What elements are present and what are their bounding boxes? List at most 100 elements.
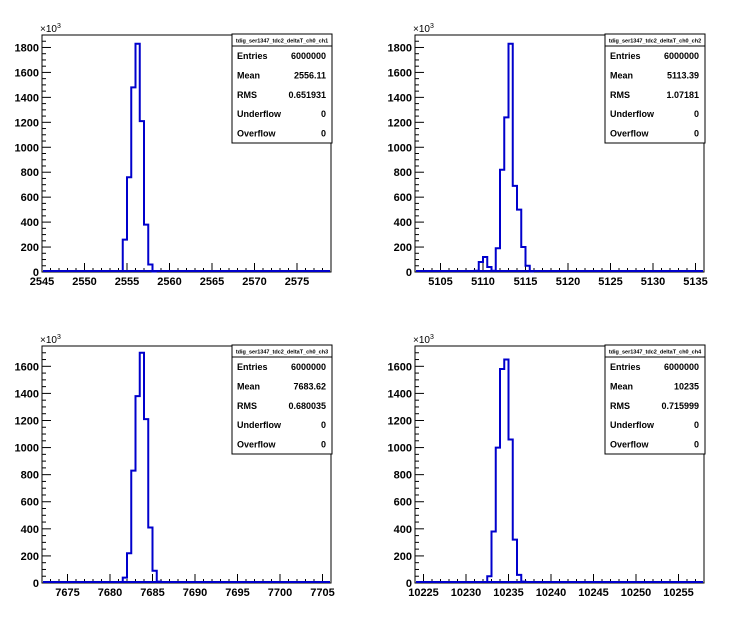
- histogram-panel-3: 7675 7680 7685 7690 7695 7700 7705 0 200 400 600 80…: [15, 334, 335, 599]
- x-tick-label: 10230: [451, 587, 482, 599]
- x-tick-label: 2565: [200, 276, 224, 288]
- y-exponent-power: 3: [57, 334, 61, 341]
- stat-label-entries: Entries: [610, 51, 641, 61]
- x-tick-label: 7705: [310, 587, 334, 599]
- y-tick-label: 1000: [388, 142, 412, 154]
- y-tick-label: 1600: [388, 67, 412, 79]
- histogram-outline: [121, 351, 162, 583]
- y-tick-label: 600: [21, 497, 39, 509]
- y-exponent-power: 3: [430, 334, 434, 341]
- stats-box: tdig_ser1347_tdc2_deltaT_ch0_ch1 Entries 6…: [231, 33, 333, 144]
- y-exponent-label: ×103: [40, 23, 61, 35]
- y-exponent-power: 3: [57, 23, 61, 30]
- x-tick-label: 5125: [598, 276, 622, 288]
- x-tick-label: 2570: [242, 276, 266, 288]
- y-tick-label: 800: [394, 167, 412, 179]
- x-tick-label: 5110: [471, 276, 495, 288]
- y-tick-label: 1200: [388, 117, 412, 129]
- y-tick-label: 600: [394, 192, 412, 204]
- histogram-title: tdig_ser1347_tdc2_deltaT_ch0_ch1: [236, 39, 328, 45]
- x-tick-label: 10235: [493, 587, 524, 599]
- y-tick-label: 800: [394, 470, 412, 482]
- x-tick-label: 7690: [183, 587, 207, 599]
- histogram-outline: [473, 42, 535, 273]
- y-tick-label: 0: [33, 578, 39, 590]
- stat-label-mean: Mean: [610, 70, 633, 80]
- stat-label-underflow: Underflow: [610, 109, 655, 119]
- y-exponent-label: ×103: [413, 334, 434, 346]
- x-tick-label: 7685: [140, 587, 164, 599]
- stats-box: tdig_ser1347_tdc2_deltaT_ch0_ch2 Entries 6…: [604, 33, 706, 144]
- stat-label-mean: Mean: [610, 381, 633, 391]
- x-tick-label: 5120: [556, 276, 580, 288]
- histogram-panel-4: 10225 10230 10235 10240 10245 10250 10255 0 200 4…: [388, 334, 706, 599]
- x-tick-label: 2545: [30, 276, 54, 288]
- x-tick-label: 2550: [72, 276, 96, 288]
- y-tick-label: 1000: [388, 443, 412, 455]
- y-tick-label: 400: [21, 524, 39, 536]
- y-tick-label: 400: [21, 217, 39, 229]
- stat-label-overflow: Overflow: [237, 440, 277, 450]
- y-tick-label: 1000: [15, 142, 39, 154]
- stat-label-underflow: Underflow: [237, 420, 282, 430]
- x-tick-label: 7695: [225, 587, 249, 599]
- y-tick-label: 1600: [388, 361, 412, 373]
- stat-value-entries: 6000000: [291, 362, 326, 372]
- stat-label-rms: RMS: [610, 90, 630, 100]
- x-tick-label: 7675: [55, 587, 79, 599]
- x-tick-label: 10245: [578, 587, 609, 599]
- stat-label-entries: Entries: [610, 362, 641, 372]
- x-tick-label: 2560: [157, 276, 181, 288]
- stat-label-entries: Entries: [237, 362, 268, 372]
- stat-value-mean: 10235: [674, 381, 699, 391]
- stat-label-mean: Mean: [237, 70, 260, 80]
- y-tick-label: 200: [21, 551, 39, 563]
- y-tick-label: 1600: [15, 361, 39, 373]
- y-tick-label: 0: [33, 267, 39, 279]
- y-tick-label: 1200: [388, 415, 412, 427]
- stat-value-overflow: 0: [321, 440, 326, 450]
- stat-value-underflow: 0: [321, 420, 326, 430]
- stat-value-rms: 0.715999: [661, 401, 699, 411]
- stat-label-overflow: Overflow: [237, 129, 277, 139]
- stat-label-rms: RMS: [610, 401, 630, 411]
- stat-label-rms: RMS: [237, 90, 257, 100]
- stat-value-overflow: 0: [694, 440, 699, 450]
- stats-box-frame: [231, 344, 333, 455]
- y-tick-label: 1200: [15, 415, 39, 427]
- y-tick-label: 1600: [15, 67, 39, 79]
- histogram-title: tdig_ser1347_tdc2_deltaT_ch0_ch2: [609, 39, 701, 45]
- stat-value-overflow: 0: [694, 129, 699, 139]
- y-tick-label: 600: [394, 497, 412, 509]
- stat-value-overflow: 0: [321, 129, 326, 139]
- y-tick-label: 0: [406, 578, 412, 590]
- histogram-title: tdig_ser1347_tdc2_deltaT_ch0_ch4: [609, 350, 702, 356]
- y-tick-label: 800: [21, 470, 39, 482]
- x-tick-label: 7700: [268, 587, 292, 599]
- y-tick-label: 600: [21, 192, 39, 204]
- x-tick-label: 7680: [98, 587, 122, 599]
- stats-box: tdig_ser1347_tdc2_deltaT_ch0_ch3 Entries 6…: [231, 344, 333, 455]
- x-tick-label: 10240: [536, 587, 567, 599]
- histogram-title: tdig_ser1347_tdc2_deltaT_ch0_ch3: [236, 350, 328, 356]
- y-tick-label: 1000: [15, 443, 39, 455]
- y-tick-label: 200: [394, 551, 412, 563]
- stat-value-entries: 6000000: [664, 51, 699, 61]
- y-tick-label: 1400: [15, 388, 39, 400]
- histogram-outline: [117, 42, 158, 273]
- x-tick-label: 5135: [683, 276, 707, 288]
- y-tick-label: 400: [394, 217, 412, 229]
- x-tick-label: 2575: [285, 276, 309, 288]
- stat-label-mean: Mean: [237, 381, 260, 391]
- stat-value-rms: 0.680035: [288, 401, 326, 411]
- stat-value-mean: 5113.39: [667, 70, 699, 80]
- stat-label-underflow: Underflow: [237, 109, 282, 119]
- y-tick-label: 200: [394, 242, 412, 254]
- y-exponent-label: ×103: [40, 334, 61, 346]
- stat-label-underflow: Underflow: [610, 420, 655, 430]
- stat-value-underflow: 0: [321, 109, 326, 119]
- x-tick-label: 5115: [514, 276, 538, 288]
- y-tick-label: 1800: [15, 42, 39, 54]
- stat-value-entries: 6000000: [664, 362, 699, 372]
